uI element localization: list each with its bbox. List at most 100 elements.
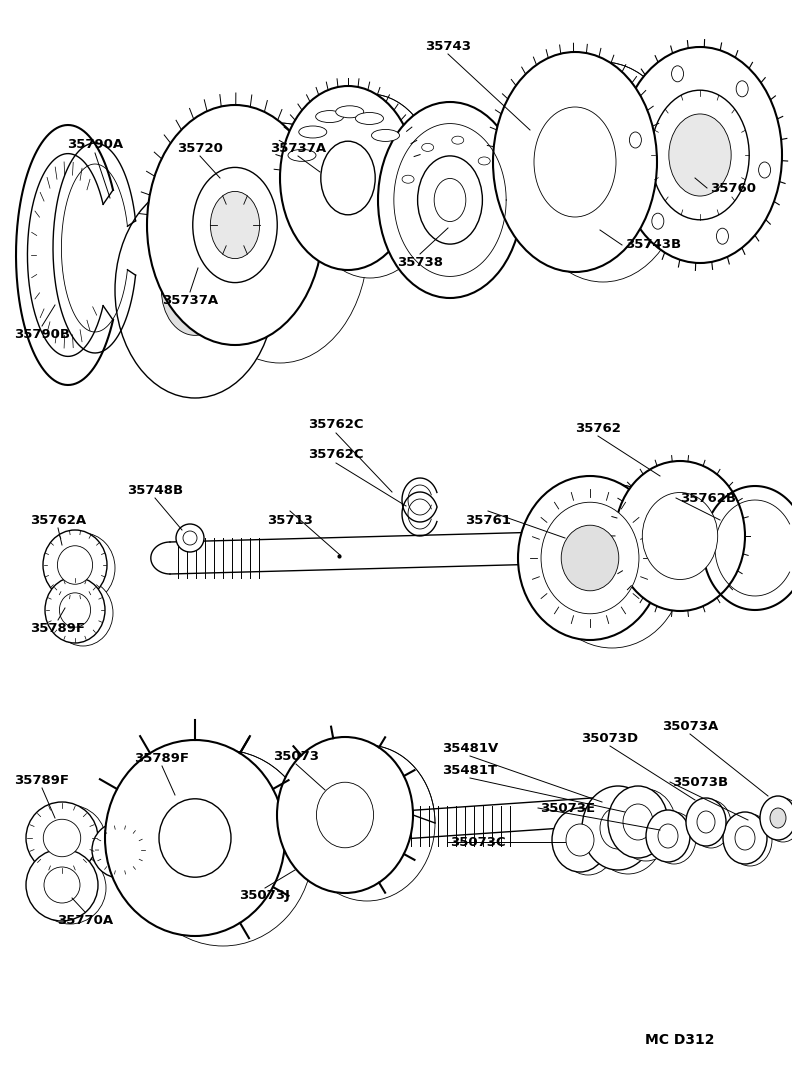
Ellipse shape: [44, 867, 80, 903]
Ellipse shape: [192, 123, 368, 362]
Text: 35789F: 35789F: [14, 774, 70, 787]
Text: 35762A: 35762A: [30, 514, 86, 527]
Ellipse shape: [658, 824, 678, 848]
Text: 35790A: 35790A: [67, 138, 123, 151]
Text: 35761: 35761: [465, 514, 511, 527]
Text: 35790B: 35790B: [14, 329, 70, 342]
Ellipse shape: [616, 789, 676, 861]
Ellipse shape: [582, 786, 654, 870]
Text: 35737A: 35737A: [270, 142, 326, 155]
Ellipse shape: [600, 807, 636, 849]
Ellipse shape: [288, 149, 316, 161]
Ellipse shape: [560, 812, 616, 875]
Ellipse shape: [45, 577, 105, 643]
Ellipse shape: [434, 179, 466, 222]
Ellipse shape: [652, 812, 696, 865]
Ellipse shape: [321, 141, 375, 215]
Text: 35762: 35762: [575, 422, 621, 435]
Ellipse shape: [162, 245, 229, 335]
Ellipse shape: [728, 814, 772, 866]
Text: 35748B: 35748B: [127, 484, 183, 497]
Text: 35743: 35743: [425, 40, 471, 53]
Text: 35770A: 35770A: [57, 913, 113, 926]
Ellipse shape: [147, 105, 323, 345]
Ellipse shape: [34, 852, 106, 924]
Ellipse shape: [34, 805, 106, 878]
Text: 35762C: 35762C: [308, 449, 364, 462]
Ellipse shape: [618, 47, 782, 263]
Text: 35789F: 35789F: [135, 752, 189, 765]
Text: 35720: 35720: [177, 142, 223, 155]
Ellipse shape: [183, 531, 197, 545]
Text: 35073: 35073: [273, 750, 319, 763]
Ellipse shape: [57, 545, 93, 584]
Ellipse shape: [59, 593, 90, 628]
Ellipse shape: [765, 799, 792, 842]
Ellipse shape: [540, 484, 684, 648]
Ellipse shape: [105, 740, 285, 936]
Ellipse shape: [402, 175, 414, 183]
Ellipse shape: [770, 808, 786, 828]
Text: 35481V: 35481V: [442, 741, 498, 754]
Ellipse shape: [192, 168, 277, 282]
Ellipse shape: [652, 213, 664, 229]
Ellipse shape: [493, 52, 657, 272]
Ellipse shape: [299, 126, 327, 138]
Text: 35073A: 35073A: [662, 720, 718, 733]
Text: 35762C: 35762C: [308, 419, 364, 432]
Ellipse shape: [759, 162, 771, 179]
Ellipse shape: [697, 812, 715, 833]
Text: 35073J: 35073J: [239, 889, 291, 902]
Ellipse shape: [760, 796, 792, 840]
Ellipse shape: [106, 836, 134, 865]
Ellipse shape: [316, 110, 344, 122]
Ellipse shape: [552, 808, 608, 872]
Ellipse shape: [478, 157, 490, 164]
Ellipse shape: [98, 824, 154, 880]
Ellipse shape: [302, 94, 438, 278]
Ellipse shape: [518, 476, 662, 639]
Ellipse shape: [378, 102, 522, 298]
Ellipse shape: [651, 90, 749, 220]
Ellipse shape: [630, 132, 642, 148]
Text: 35073B: 35073B: [672, 776, 728, 789]
Ellipse shape: [737, 81, 748, 96]
Ellipse shape: [723, 812, 767, 865]
Text: 35743B: 35743B: [625, 238, 681, 251]
Text: MC D312: MC D312: [645, 1033, 714, 1047]
Text: 35073E: 35073E: [540, 802, 595, 815]
Ellipse shape: [686, 799, 726, 846]
Text: 35789F: 35789F: [31, 621, 86, 634]
Ellipse shape: [421, 144, 434, 151]
Ellipse shape: [44, 819, 81, 857]
Ellipse shape: [26, 849, 98, 921]
Ellipse shape: [451, 136, 464, 144]
Text: 35073D: 35073D: [581, 731, 638, 744]
Text: 35760: 35760: [710, 182, 756, 195]
Ellipse shape: [371, 130, 399, 142]
Ellipse shape: [521, 62, 685, 282]
Ellipse shape: [562, 525, 619, 591]
Ellipse shape: [280, 85, 416, 270]
Ellipse shape: [642, 492, 718, 580]
Text: 35737A: 35737A: [162, 293, 218, 306]
Ellipse shape: [92, 822, 148, 878]
Ellipse shape: [623, 804, 653, 840]
Text: 35481T: 35481T: [443, 764, 497, 777]
Ellipse shape: [646, 810, 690, 862]
Ellipse shape: [735, 826, 755, 850]
Ellipse shape: [133, 750, 313, 946]
Ellipse shape: [299, 745, 435, 901]
Ellipse shape: [26, 802, 98, 874]
Ellipse shape: [592, 790, 664, 874]
Ellipse shape: [51, 533, 115, 603]
Text: 35738: 35738: [397, 255, 443, 268]
Ellipse shape: [317, 782, 374, 848]
Ellipse shape: [336, 106, 364, 118]
Ellipse shape: [691, 800, 731, 848]
Ellipse shape: [608, 786, 668, 858]
Ellipse shape: [43, 530, 107, 601]
Ellipse shape: [417, 156, 482, 245]
Ellipse shape: [356, 113, 383, 124]
Ellipse shape: [566, 824, 594, 856]
